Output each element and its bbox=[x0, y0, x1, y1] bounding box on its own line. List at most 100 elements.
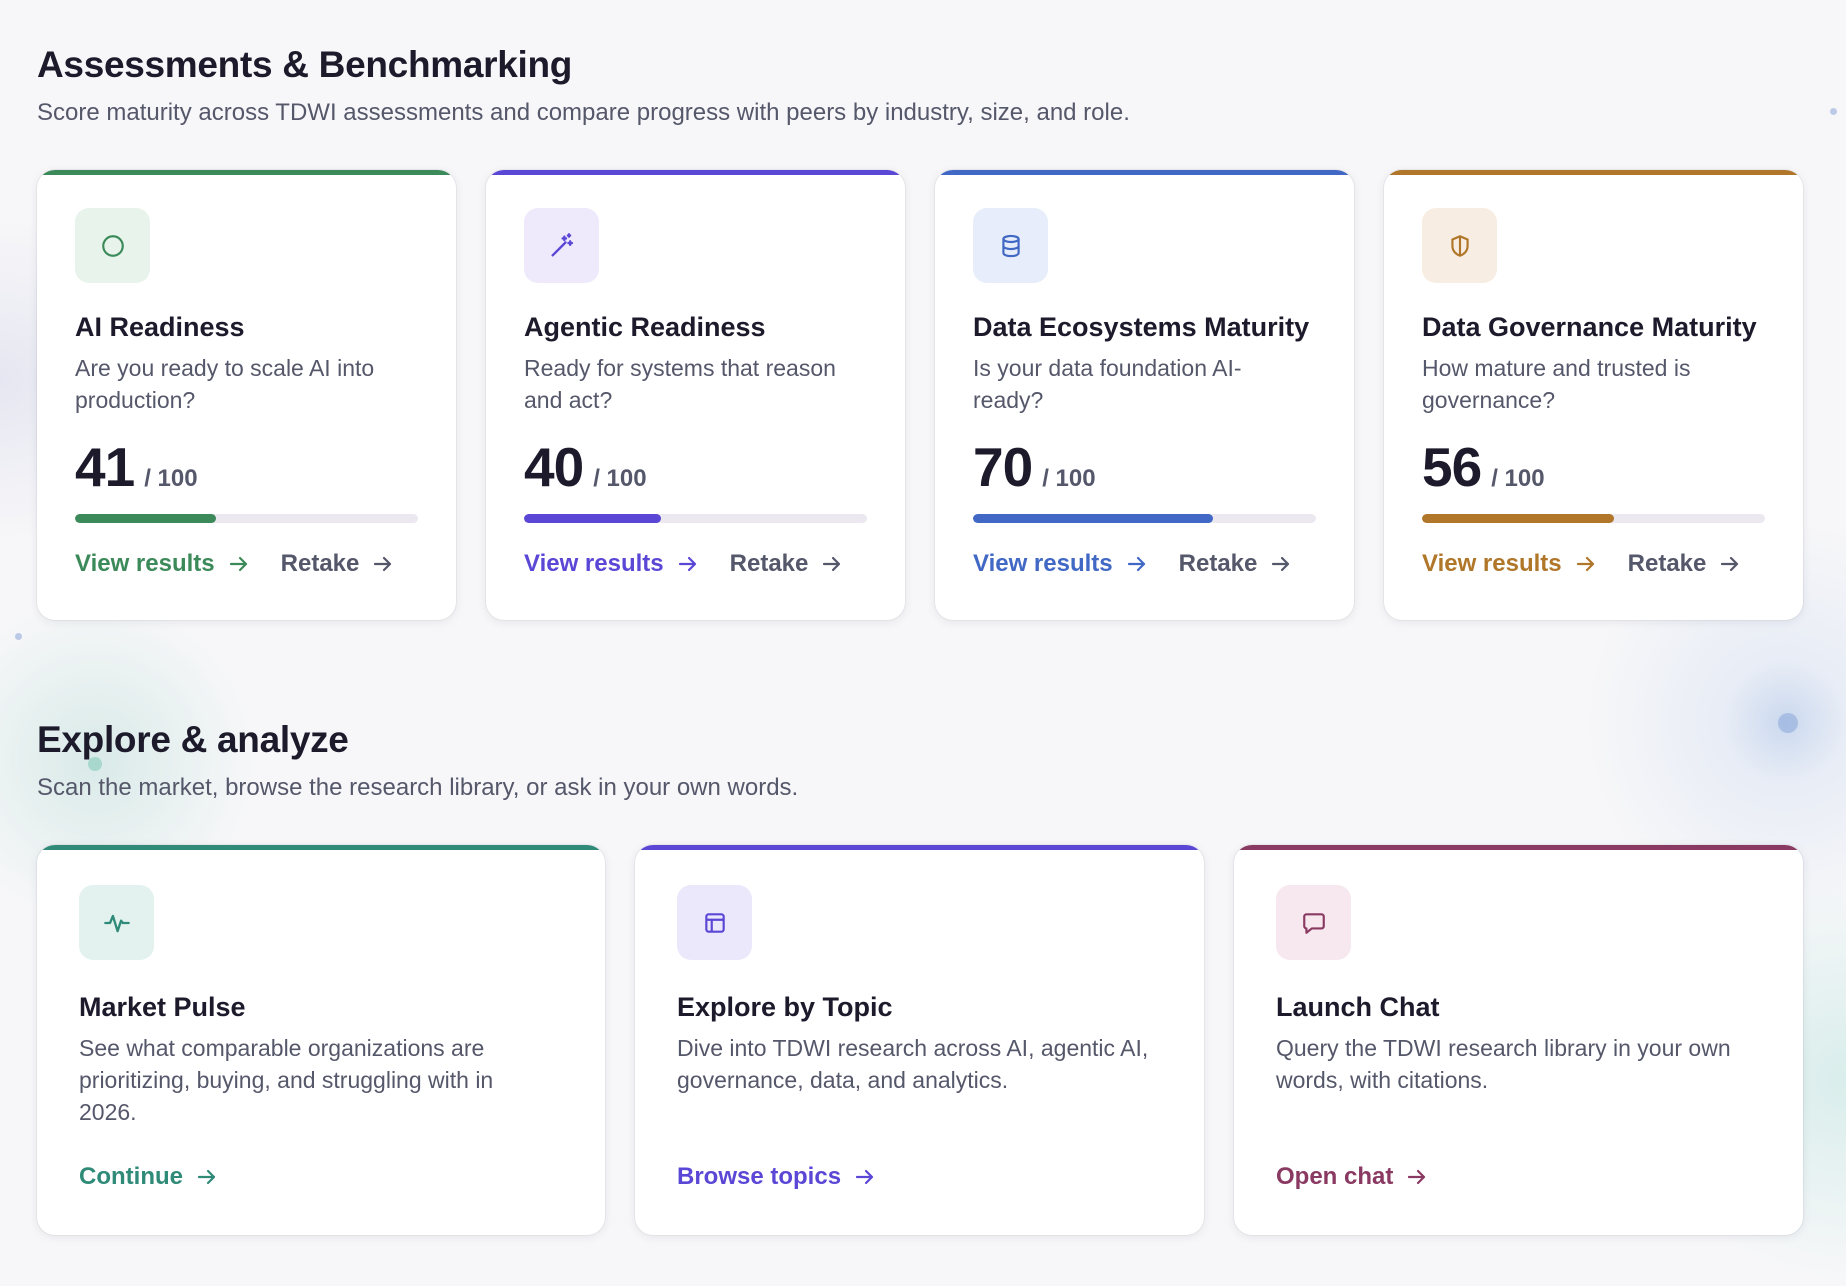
progress-fill bbox=[1422, 514, 1615, 523]
card-accent-bar bbox=[486, 170, 905, 175]
arrow-right-icon bbox=[1127, 556, 1145, 572]
open-chat-label: Open chat bbox=[1276, 1163, 1394, 1190]
card-actions: View results Retake bbox=[75, 550, 395, 578]
view-results-label: View results bbox=[973, 550, 1113, 577]
card-accent-bar bbox=[935, 170, 1354, 175]
arrow-right-icon bbox=[823, 556, 841, 572]
score-value: 56 bbox=[1422, 436, 1482, 498]
arrow-right-icon bbox=[855, 1169, 874, 1185]
magic-wand-icon bbox=[524, 208, 599, 283]
card-title: AI Readiness bbox=[75, 312, 245, 342]
arrow-right-icon bbox=[1272, 556, 1290, 572]
card-description: Dive into TDWI research across AI, agent… bbox=[677, 1035, 1149, 1093]
score-max: / 100 bbox=[144, 465, 198, 492]
explore-card-explore-by-topic[interactable]: Explore by Topic Dive into TDWI research… bbox=[635, 845, 1204, 1235]
arrow-right-icon bbox=[1721, 556, 1739, 572]
explore-card-market-pulse[interactable]: Market Pulse See what comparable organiz… bbox=[37, 845, 605, 1235]
assessment-card-data-governance[interactable]: Data Governance Maturity How mature and … bbox=[1384, 170, 1803, 620]
card-title: Market Pulse bbox=[79, 992, 246, 1022]
card-description: Query the TDWI research library in your … bbox=[1276, 1035, 1731, 1093]
arrow-right-icon bbox=[1576, 556, 1594, 572]
section-title-assessments: Assessments & Benchmarking bbox=[37, 44, 573, 85]
retake-link[interactable]: Retake bbox=[1628, 550, 1743, 578]
retake-link[interactable]: Retake bbox=[1179, 550, 1294, 578]
arrow-right-icon bbox=[374, 556, 392, 572]
card-title: Explore by Topic bbox=[677, 992, 893, 1022]
card-actions: View results Retake bbox=[524, 550, 844, 578]
arrow-right-icon bbox=[197, 1169, 216, 1185]
score-display: 70 / 100 bbox=[973, 435, 1096, 499]
card-actions: View results Retake bbox=[1422, 550, 1742, 578]
section-subtitle-assessments: Score maturity across TDWI assessments a… bbox=[37, 99, 1130, 126]
view-results-label: View results bbox=[1422, 550, 1562, 577]
background-node bbox=[1830, 108, 1837, 115]
card-description: See what comparable organizations are pr… bbox=[79, 1035, 494, 1125]
card-title: Data Governance Maturity bbox=[1422, 312, 1757, 342]
card-accent-bar bbox=[1384, 170, 1803, 175]
section-title-explore: Explore & analyze bbox=[37, 719, 349, 760]
view-results-link[interactable]: View results bbox=[75, 550, 251, 578]
card-actions: View results Retake bbox=[973, 550, 1293, 578]
open-chat-link[interactable]: Open chat bbox=[1276, 1163, 1429, 1191]
score-value: 70 bbox=[973, 436, 1033, 498]
background-node bbox=[15, 633, 22, 640]
view-results-label: View results bbox=[524, 550, 664, 577]
continue-label: Continue bbox=[79, 1163, 183, 1190]
assessment-card-data-ecosystems[interactable]: Data Ecosystems Maturity Is your data fo… bbox=[935, 170, 1354, 620]
assessment-card-agentic-readiness[interactable]: Agentic Readiness Ready for systems that… bbox=[486, 170, 905, 620]
card-description: How mature and trusted is governance? bbox=[1422, 355, 1691, 413]
card-description: Are you ready to scale AI into productio… bbox=[75, 355, 375, 413]
layout-icon bbox=[677, 885, 752, 960]
score-max: / 100 bbox=[593, 465, 647, 492]
progress-fill bbox=[524, 514, 662, 523]
database-icon bbox=[973, 208, 1048, 283]
score-display: 56 / 100 bbox=[1422, 435, 1545, 499]
pulse-icon bbox=[79, 885, 154, 960]
progress-bar bbox=[524, 514, 867, 523]
progress-fill bbox=[973, 514, 1214, 523]
card-description: Is your data foundation AI-ready? bbox=[973, 355, 1242, 413]
arrow-right-icon bbox=[678, 556, 696, 572]
view-results-link[interactable]: View results bbox=[973, 550, 1149, 578]
card-accent-bar bbox=[37, 170, 456, 175]
background-node bbox=[88, 757, 102, 771]
view-results-link[interactable]: View results bbox=[524, 550, 700, 578]
card-title: Launch Chat bbox=[1276, 992, 1440, 1022]
explore-card-launch-chat[interactable]: Launch Chat Query the TDWI research libr… bbox=[1234, 845, 1803, 1235]
background-node bbox=[1778, 713, 1798, 733]
assessment-card-ai-readiness[interactable]: AI Readiness Are you ready to scale AI i… bbox=[37, 170, 456, 620]
view-results-label: View results bbox=[75, 550, 215, 577]
score-value: 41 bbox=[75, 436, 135, 498]
card-description: Ready for systems that reason and act? bbox=[524, 355, 836, 413]
score-display: 40 / 100 bbox=[524, 435, 647, 499]
progress-bar bbox=[973, 514, 1316, 523]
card-accent-bar bbox=[635, 845, 1204, 850]
browse-topics-link[interactable]: Browse topics bbox=[677, 1163, 877, 1191]
arrow-right-icon bbox=[1408, 1169, 1426, 1185]
card-accent-bar bbox=[1234, 845, 1803, 850]
card-title: Data Ecosystems Maturity bbox=[973, 312, 1310, 342]
progress-bar bbox=[1422, 514, 1765, 523]
progress-fill bbox=[75, 514, 216, 523]
card-accent-bar bbox=[37, 845, 605, 850]
retake-label: Retake bbox=[729, 550, 809, 577]
chat-bubble-icon bbox=[1276, 885, 1351, 960]
retake-link[interactable]: Retake bbox=[730, 550, 845, 578]
browse-topics-label: Browse topics bbox=[677, 1163, 842, 1190]
shield-icon bbox=[1422, 208, 1497, 283]
continue-link[interactable]: Continue bbox=[79, 1163, 219, 1191]
retake-label: Retake bbox=[280, 550, 360, 577]
circle-icon bbox=[75, 208, 150, 283]
card-title: Agentic Readiness bbox=[524, 312, 766, 342]
retake-link[interactable]: Retake bbox=[281, 550, 396, 578]
score-value: 40 bbox=[524, 436, 584, 498]
section-subtitle-explore: Scan the market, browse the research lib… bbox=[37, 774, 799, 801]
score-max: / 100 bbox=[1042, 465, 1096, 492]
score-display: 41 / 100 bbox=[75, 435, 198, 499]
progress-bar bbox=[75, 514, 418, 523]
retake-label: Retake bbox=[1178, 550, 1258, 577]
arrow-right-icon bbox=[229, 556, 247, 572]
retake-label: Retake bbox=[1627, 550, 1707, 577]
view-results-link[interactable]: View results bbox=[1422, 550, 1598, 578]
score-max: / 100 bbox=[1491, 465, 1545, 492]
